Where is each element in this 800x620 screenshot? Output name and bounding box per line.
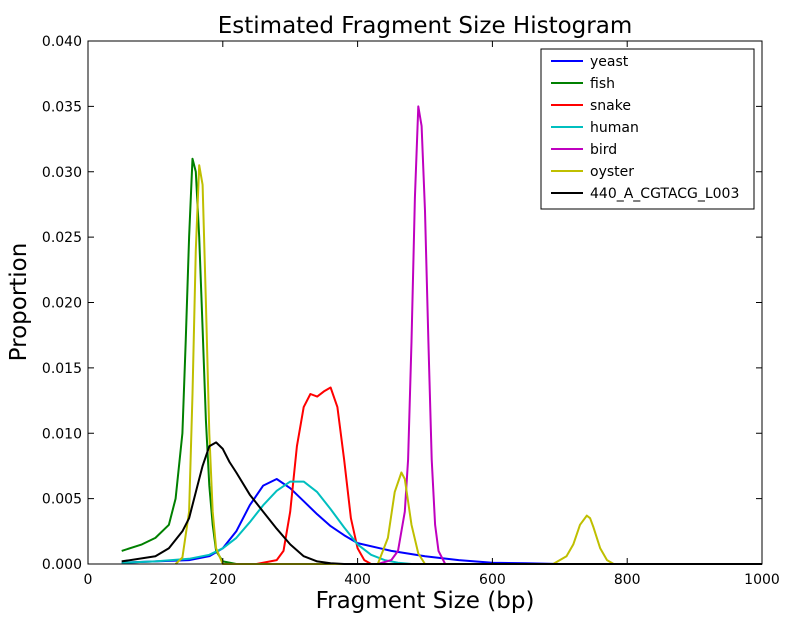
legend-label: oyster [590, 164, 634, 180]
series-layer [121, 105, 762, 565]
series-line-bird [377, 105, 762, 565]
y-axis-label: Proportion [6, 243, 32, 362]
x-tick-label: 400 [344, 572, 371, 588]
y-tick-label: 0.015 [42, 361, 82, 377]
x-tick-label: 1000 [744, 572, 780, 588]
y-tick-label: 0.035 [42, 99, 82, 115]
series-line-human [121, 480, 762, 565]
legend-label: snake [590, 98, 631, 114]
y-tick-label: 0.000 [42, 557, 82, 573]
legend-label: 440_A_CGTACG_L003 [590, 186, 739, 202]
y-tick-label: 0.040 [42, 34, 82, 50]
series-line-oyster [174, 164, 762, 565]
x-tick-label: 600 [479, 572, 506, 588]
y-tick-label: 0.020 [42, 296, 82, 312]
series-line-fish [121, 157, 762, 565]
y-axis: 0.000 0.005 0.010 0.015 0.020 0.025 0.030 0.035… [42, 34, 762, 573]
x-axis-label: Fragment Size (bp) [316, 588, 535, 614]
y-tick-label: 0.005 [42, 492, 82, 508]
y-tick-label: 0.010 [42, 426, 82, 442]
legend-label: yeast [590, 54, 629, 70]
legend: yeast fish snake human bird oyster 440_A_CGTAC… [540, 48, 755, 210]
y-tick-label: 0.030 [42, 165, 82, 181]
legend-box [540, 48, 755, 210]
legend-label: fish [590, 76, 615, 92]
legend-label: human [590, 120, 639, 136]
y-tick-label: 0.025 [42, 230, 82, 246]
series-line-snake [256, 386, 762, 565]
legend-label: bird [590, 142, 617, 158]
chart-title: Estimated Fragment Size Histogram [218, 13, 633, 39]
series-line-440-a-cgtacg-l003 [121, 441, 762, 565]
x-tick-label: 800 [614, 572, 641, 588]
x-axis: 0 200 400 600 800 1000 [84, 41, 780, 588]
x-tick-label: 0 [84, 572, 93, 588]
x-tick-label: 200 [209, 572, 236, 588]
